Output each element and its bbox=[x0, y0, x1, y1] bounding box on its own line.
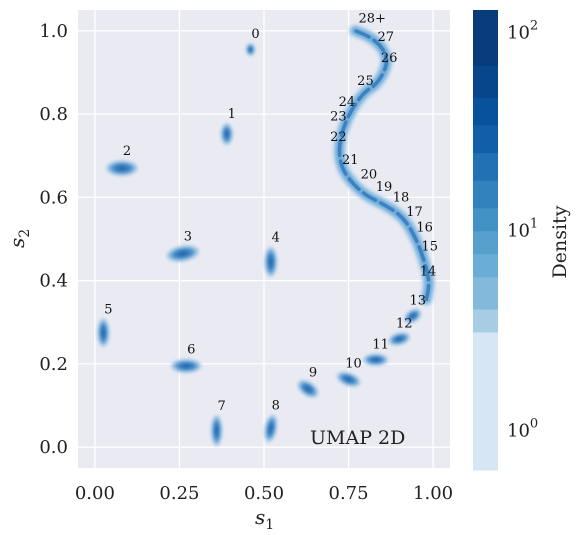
y-tick-label: 0.4 bbox=[39, 271, 68, 292]
colorbar-tick-exp: 0 bbox=[530, 417, 538, 432]
cluster-blob-core bbox=[107, 161, 137, 175]
x-tick-label: 1.00 bbox=[413, 483, 453, 504]
cluster-label-0: 0 bbox=[251, 27, 259, 42]
cluster-blob-2 bbox=[106, 160, 139, 177]
cluster-label-23: 23 bbox=[330, 109, 347, 124]
y-axis-title-sub: 2 bbox=[17, 229, 33, 238]
x-tick-label: 0.25 bbox=[159, 483, 199, 504]
colorbar-tick-exp: 2 bbox=[530, 19, 538, 34]
cluster-label-22: 22 bbox=[330, 130, 347, 145]
cluster-blob-core bbox=[221, 124, 232, 144]
cluster-label-20: 20 bbox=[361, 168, 378, 183]
cluster-label-9: 9 bbox=[309, 366, 317, 381]
x-axis-title: s1 bbox=[255, 505, 274, 533]
cluster-blob-core bbox=[246, 44, 254, 55]
colorbar-segment bbox=[473, 208, 498, 232]
colorbar-segment bbox=[473, 10, 498, 66]
cluster-blob-core bbox=[265, 248, 276, 276]
cluster-label-14: 14 bbox=[420, 265, 437, 280]
cluster-label-1: 1 bbox=[228, 107, 236, 122]
colorbar-segment bbox=[473, 309, 498, 333]
cluster-blob-core bbox=[364, 354, 387, 365]
colorbar-tick-base: 10 bbox=[507, 221, 530, 242]
colorbar-tick-exp: 1 bbox=[530, 217, 538, 232]
cluster-label-3: 3 bbox=[184, 229, 192, 244]
cluster-label-5: 5 bbox=[104, 302, 112, 317]
cluster-label-2: 2 bbox=[123, 144, 131, 159]
colorbar-tick-label: 100 bbox=[507, 417, 538, 442]
x-tick-label: 0.50 bbox=[244, 483, 284, 504]
y-tick-label: 0.2 bbox=[39, 354, 68, 375]
cluster-blob-11 bbox=[363, 353, 389, 367]
y-tick-label: 0.6 bbox=[39, 187, 68, 208]
colorbar-tick-label: 102 bbox=[507, 19, 538, 44]
cluster-label-10: 10 bbox=[345, 356, 362, 371]
x-tick-label: 0.75 bbox=[329, 483, 369, 504]
y-tick-label: 0.0 bbox=[39, 437, 68, 458]
cluster-label-15: 15 bbox=[421, 240, 438, 255]
cluster-label-19: 19 bbox=[376, 180, 393, 195]
colorbar-segment bbox=[473, 97, 498, 125]
cluster-label-7: 7 bbox=[218, 399, 226, 414]
cluster-label-16: 16 bbox=[416, 221, 433, 236]
cluster-label-24: 24 bbox=[339, 95, 356, 110]
cluster-blob-0 bbox=[245, 43, 256, 57]
cluster-label-6: 6 bbox=[187, 343, 195, 358]
colorbar bbox=[473, 10, 498, 471]
cluster-blob-4 bbox=[264, 246, 278, 277]
cluster-label-28+: 28+ bbox=[358, 11, 385, 26]
colorbar-segment bbox=[473, 65, 498, 98]
cluster-label-21: 21 bbox=[342, 153, 359, 168]
cluster-blob-core bbox=[98, 319, 109, 346]
x-axis-ticks: 0.00 0.25 0.50 0.75 1.00 bbox=[75, 483, 453, 504]
cluster-label-18: 18 bbox=[393, 191, 410, 206]
cluster-label-8: 8 bbox=[272, 399, 280, 414]
y-axis-ticks: 0.0 0.2 0.4 0.6 0.8 1.0 bbox=[39, 21, 68, 458]
colorbar-segment bbox=[473, 332, 498, 471]
cluster-blob-5 bbox=[96, 318, 110, 348]
cluster-label-11: 11 bbox=[372, 337, 389, 352]
cluster-blob-core bbox=[172, 360, 200, 372]
colorbar-tick-base: 10 bbox=[507, 421, 530, 442]
cluster-label-17: 17 bbox=[406, 205, 423, 220]
colorbar-segment bbox=[473, 180, 498, 208]
cluster-label-25: 25 bbox=[357, 74, 374, 89]
cluster-blob-6 bbox=[171, 358, 202, 373]
colorbar-label: Density bbox=[549, 205, 571, 278]
colorbar-segment bbox=[473, 254, 498, 277]
y-axis-title: s2 bbox=[5, 229, 33, 248]
cluster-blob-1 bbox=[220, 123, 234, 146]
cluster-label-13: 13 bbox=[410, 294, 427, 309]
colorbar-tick-label: 101 bbox=[507, 217, 538, 242]
y-tick-label: 0.8 bbox=[39, 104, 68, 125]
x-tick-label: 0.00 bbox=[75, 483, 115, 504]
y-axis-title-main: s bbox=[5, 238, 29, 248]
cluster-label-12: 12 bbox=[396, 317, 413, 332]
y-tick-label: 1.0 bbox=[39, 21, 68, 42]
colorbar-segment bbox=[473, 231, 498, 255]
colorbar-segment bbox=[473, 277, 498, 310]
x-axis-title-main: s bbox=[255, 505, 265, 529]
x-axis-title-sub: 1 bbox=[265, 517, 274, 533]
colorbar-segment bbox=[473, 125, 498, 153]
cluster-label-26: 26 bbox=[381, 51, 398, 66]
colorbar-segment bbox=[473, 153, 498, 181]
cluster-blob-7 bbox=[210, 414, 223, 446]
cluster-blob-core bbox=[212, 416, 222, 445]
cluster-label-27: 27 bbox=[377, 30, 394, 45]
cluster-label-4: 4 bbox=[272, 231, 280, 246]
umap-annotation: UMAP 2D bbox=[310, 427, 405, 449]
colorbar-tick-base: 10 bbox=[507, 23, 530, 44]
